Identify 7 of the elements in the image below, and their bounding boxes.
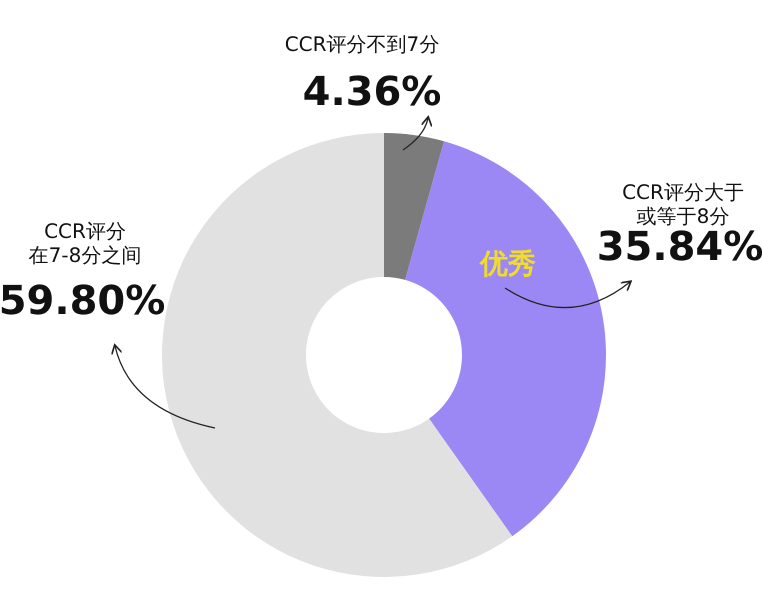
data-label: 59.80% <box>0 278 166 324</box>
slice-label: CCR评分不到7分 <box>284 32 440 56</box>
data-label: 4.36% <box>302 69 442 115</box>
slice-label: CCR评分大于或等于8分 <box>622 180 744 228</box>
text: 优秀 <box>479 247 536 280</box>
donut-slice <box>384 133 444 280</box>
slice-label: CCR评分在7-8分之间 <box>28 219 142 267</box>
